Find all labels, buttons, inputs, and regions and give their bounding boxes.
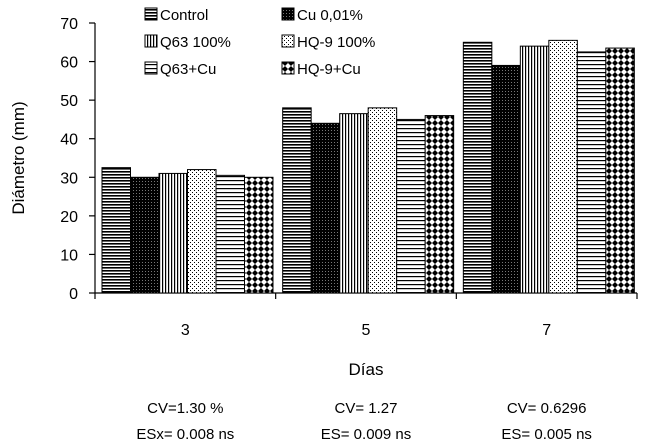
x-tick-label: 7 [542, 322, 551, 339]
bar-q63-100--day-3 [158, 172, 188, 294]
y-tick-label: 60 [60, 55, 78, 72]
legend-swatch [281, 61, 295, 75]
bar-q63-cu-day-3 [215, 174, 245, 294]
es-annotation: ESx= 0.008 ns [136, 426, 234, 443]
bar-hq-9-100--day-3 [187, 169, 217, 294]
y-tick-label: 0 [69, 286, 78, 303]
x-ticks: 3 5 7 [94, 293, 638, 339]
y-tick-label: 10 [60, 247, 78, 264]
legend-swatch [144, 34, 158, 48]
bar-cu-0-01--day-3 [130, 176, 160, 294]
y-tick-label: 40 [60, 132, 78, 149]
cv-annotation: CV=1.30 % [147, 400, 223, 417]
x-tick-label: 3 [181, 322, 190, 339]
legend-label: HQ-9+Cu [297, 61, 361, 78]
bar-control-day-7 [462, 41, 493, 294]
bar-cu-0-01--day-7 [491, 64, 521, 294]
bar-cu-0-01--day-5 [310, 122, 341, 294]
legend-label: Control [160, 7, 208, 24]
es-annotation: ES= 0.009 ns [321, 426, 411, 443]
legend-label: HQ-9 100% [297, 34, 375, 51]
legend-label: Q63+Cu [160, 61, 216, 78]
legend-label: Cu 0,01% [297, 7, 363, 24]
x-tick-label: 5 [362, 322, 371, 339]
y-tick-label: 30 [60, 170, 78, 187]
cv-annotation: CV= 1.27 [335, 400, 398, 417]
bar-control-day-3 [101, 167, 131, 294]
footnotes: CV=1.30 % ESx= 0.008 ns CV= 1.27 ES= 0.009 … [136, 400, 592, 443]
bar-hq-9-100--day-7 [548, 39, 578, 294]
bar-q63-100--day-5 [339, 113, 369, 294]
x-axis-title: Días [349, 360, 384, 379]
bar-hq-9-cu-day-3 [244, 176, 274, 294]
legend-swatch [144, 61, 158, 75]
bar-q63-100--day-7 [519, 45, 550, 294]
y-ticks: 0 10 20 30 40 50 60 70 [60, 16, 95, 303]
bar-control-day-5 [282, 107, 312, 294]
bars [101, 39, 635, 294]
y-axis-title: Diámetro (mm) [9, 101, 28, 214]
legend-swatch [281, 34, 295, 48]
legend-swatch [281, 7, 295, 21]
y-tick-label: 70 [60, 16, 78, 33]
bar-q63-cu-day-7 [576, 51, 607, 294]
legend-swatch [144, 7, 158, 21]
y-tick-label: 20 [60, 209, 78, 226]
bar-q63-cu-day-5 [396, 118, 426, 294]
es-annotation: ES= 0.005 ns [501, 426, 591, 443]
bar-hq-9-cu-day-7 [605, 47, 635, 294]
cv-annotation: CV= 0.6296 [507, 400, 587, 417]
legend-label: Q63 100% [160, 34, 231, 51]
bar-hq-9-100--day-5 [367, 107, 398, 294]
bar-hq-9-cu-day-5 [424, 115, 455, 294]
y-tick-label: 50 [60, 93, 78, 110]
legend: Control Cu 0,01% Q63 100% HQ-9 100% Q63+Cu HQ… [144, 7, 375, 78]
